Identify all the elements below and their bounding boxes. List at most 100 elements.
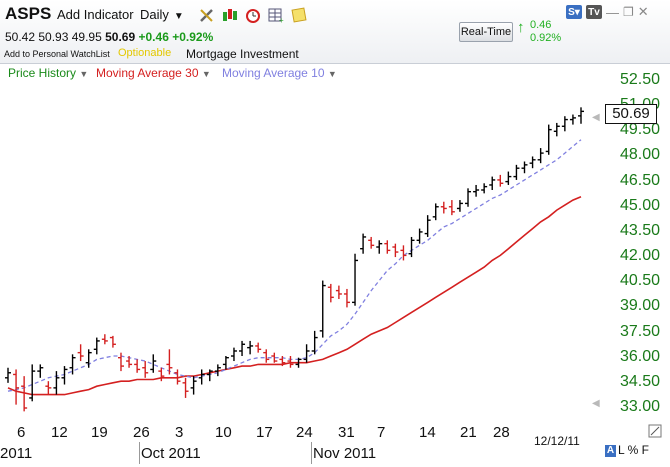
- ohlc-bar: [465, 188, 472, 207]
- ohlc-bar: [448, 200, 455, 216]
- ohlc-bar: [311, 330, 318, 355]
- ohlc-bar: [37, 364, 44, 378]
- ohlc-bar: [158, 367, 165, 382]
- ohlc-bar: [368, 236, 375, 249]
- realtime-button[interactable]: Real-Time: [459, 22, 513, 42]
- ohlc-bar: [473, 184, 480, 197]
- ohlc-bar: [117, 352, 124, 372]
- change-value: +0.46: [138, 30, 169, 44]
- ohlc-bar: [150, 354, 157, 373]
- close-icon[interactable]: ✕: [637, 4, 649, 19]
- ohlc-bar: [545, 124, 552, 155]
- ohlc-bar: [408, 236, 415, 258]
- low-value: 49.95: [71, 30, 102, 44]
- ma10-line: [7, 139, 582, 392]
- ohlc-bar: [392, 243, 399, 258]
- ohlc-bar: [109, 335, 116, 348]
- ohlc-bar: [295, 357, 302, 368]
- ohlc-bar: [53, 371, 60, 395]
- ohlc-bar: [21, 376, 28, 412]
- ohlc-bar: [384, 240, 391, 254]
- add-indicator-button[interactable]: Add Indicator: [57, 7, 134, 22]
- ohlc-bar: [247, 340, 254, 355]
- sticky-note-icon[interactable]: [289, 5, 308, 24]
- table-add-icon[interactable]: +: [266, 5, 285, 24]
- x-month-label: Nov 2011: [313, 445, 377, 462]
- ohlc-bar: [61, 366, 68, 385]
- minimize-icon[interactable]: —: [606, 4, 619, 20]
- x-day-label: 28: [493, 424, 510, 441]
- ohlc-bar: [166, 349, 173, 375]
- x-day-label: 24: [296, 424, 313, 441]
- x-day-label: 17: [256, 424, 273, 441]
- chevron-down-icon: ▼: [201, 69, 211, 79]
- ohlc-bar: [239, 340, 246, 357]
- month-separator: [311, 442, 312, 464]
- ohlc-bar: [182, 377, 189, 398]
- price-chart[interactable]: [0, 80, 600, 430]
- ohlc-bar: [263, 349, 270, 363]
- legend-ma10[interactable]: Moving Average 10 ▼: [222, 66, 337, 80]
- last-price-box: 50.69: [605, 104, 657, 124]
- date-label: 12/12/11: [534, 434, 580, 448]
- auto-scale-button[interactable]: A: [605, 445, 616, 457]
- ohlc-bar: [569, 114, 576, 125]
- ohlc-bar: [416, 228, 423, 244]
- y-tick-label: 37.50: [619, 322, 660, 340]
- ohlc-bar: [142, 361, 149, 378]
- ohlc-bar: [489, 176, 496, 190]
- ohlc-bar: [174, 369, 181, 385]
- x-day-label: 12: [51, 424, 68, 441]
- optionable-label: Optionable: [118, 47, 172, 59]
- ohlc-bar: [529, 156, 536, 169]
- chart-header: ASPS Add Indicator Daily ▼ + 50.42 50.93 …: [0, 0, 670, 64]
- y-tick-label: 43.50: [619, 221, 660, 239]
- ohlc-bar: [134, 359, 141, 373]
- ohlc-bar: [513, 164, 520, 180]
- ohlc-bar: [5, 367, 11, 383]
- scroll-down-icon[interactable]: ◀: [592, 398, 600, 409]
- ma30-line: [7, 195, 582, 396]
- open-value: 50.42: [5, 30, 36, 44]
- tv-icon[interactable]: Tv: [586, 5, 602, 19]
- alarm-clock-icon[interactable]: [243, 5, 262, 24]
- ohlc-bar: [343, 288, 350, 308]
- legend-price-history[interactable]: Price History ▼: [8, 66, 88, 80]
- quote-row: 50.42 50.93 49.95 50.69 +0.46 +0.92%: [5, 30, 213, 44]
- up-arrow-icon: ↑: [517, 19, 525, 36]
- ohlc-bar: [126, 356, 133, 368]
- interval-value: Daily: [140, 7, 169, 22]
- legend-ma30[interactable]: Moving Average 30 ▼: [96, 66, 211, 80]
- ohlc-bar: [456, 200, 463, 212]
- chart-settings-icon[interactable]: [648, 424, 662, 443]
- watchlist-link[interactable]: Add to Personal WatchList: [4, 49, 110, 59]
- scroll-up-icon[interactable]: ◀: [592, 112, 600, 123]
- ohlc-bar: [93, 337, 100, 355]
- ohlc-bar: [376, 240, 383, 254]
- last-value: 50.69: [105, 30, 136, 44]
- candlestick-icon[interactable]: [220, 5, 239, 24]
- change-pct-value: +0.92%: [172, 30, 214, 44]
- x-day-label: 7: [377, 424, 386, 441]
- footer-controls[interactable]: L % F: [618, 443, 649, 457]
- legend-ma10-label: Moving Average 10: [222, 66, 325, 80]
- x-day-label: 21: [460, 424, 477, 441]
- chevron-down-icon: ▼: [79, 69, 89, 79]
- x-day-label: 31: [338, 424, 355, 441]
- ohlc-bar: [327, 283, 334, 303]
- ohlc-bar: [206, 369, 213, 382]
- toolbar-icons: +: [197, 5, 308, 24]
- ohlc-bar: [578, 107, 584, 124]
- interval-select[interactable]: Daily ▼: [140, 7, 184, 22]
- ohlc-bar: [440, 201, 447, 214]
- scripts-icon[interactable]: S▾: [566, 5, 582, 19]
- window-controls: S▾ Tv — ❐ ✕: [566, 4, 649, 20]
- x-day-label: 6: [17, 424, 26, 441]
- x-day-label: 10: [215, 424, 232, 441]
- y-tick-label: 46.50: [619, 171, 660, 189]
- ohlc-bar: [537, 148, 544, 164]
- ohlc-bar: [279, 356, 286, 367]
- restore-icon[interactable]: ❐: [623, 5, 634, 19]
- ohlc-bar: [45, 381, 52, 395]
- wrench-icon[interactable]: [197, 5, 216, 24]
